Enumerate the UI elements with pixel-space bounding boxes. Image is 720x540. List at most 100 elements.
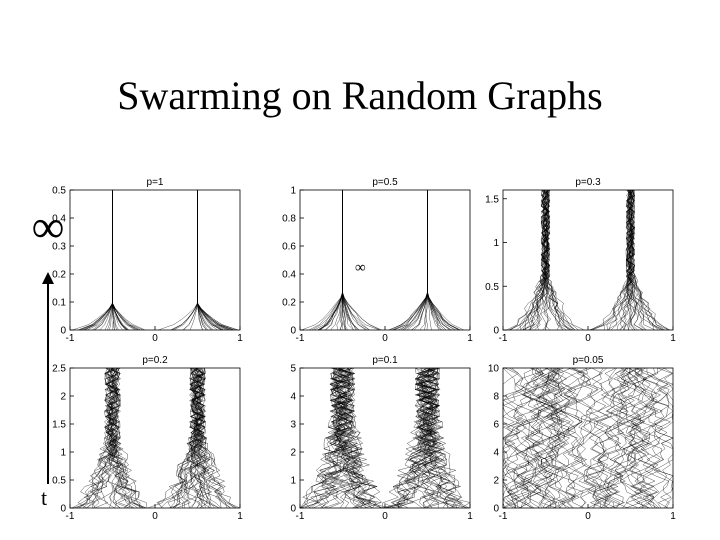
trajectory-group <box>506 189 671 331</box>
trajectory-line <box>415 367 448 509</box>
trajectory-line <box>197 190 237 331</box>
axes-frame <box>69 367 241 509</box>
trajectory-line <box>595 367 639 509</box>
trajectory-line <box>331 367 372 509</box>
trajectory-group <box>71 367 241 509</box>
trajectory-line <box>510 189 549 331</box>
axes-frame <box>502 189 674 331</box>
trajectory-line <box>71 367 120 509</box>
trajectory-line <box>156 367 206 509</box>
trajectory-line <box>333 367 365 509</box>
trajectory-line <box>299 367 355 509</box>
trajectory-line <box>416 367 459 509</box>
panel-title: p=0.1 <box>372 355 398 366</box>
trajectory-line <box>189 367 231 509</box>
trajectory-line <box>567 367 625 509</box>
y-tick-label: 3 <box>290 420 296 431</box>
trajectory-line <box>318 190 343 331</box>
panel-p0-05: p=0.05 -1 0 1 0 2 4 6 8 10 <box>488 355 676 522</box>
trajectory-line <box>611 367 655 509</box>
trajectory-line <box>531 367 580 509</box>
trajectory-line <box>416 367 445 509</box>
trajectory-line <box>190 367 241 509</box>
trajectory-line <box>625 189 636 331</box>
trajectory-line <box>402 190 428 331</box>
trajectory-line <box>605 367 658 509</box>
trajectory-line <box>197 190 231 331</box>
y-tick-label: 1 <box>290 476 296 487</box>
trajectory-line <box>331 367 368 509</box>
trajectory-line <box>194 367 227 509</box>
trajectory-line <box>112 190 139 331</box>
y-tick-label: 4 <box>493 448 499 459</box>
trajectory-line <box>527 367 604 509</box>
trajectory-line <box>592 367 658 509</box>
trajectory-line <box>77 190 113 331</box>
trajectory-line <box>538 367 593 509</box>
y-tick-label: 0.2 <box>52 270 66 281</box>
y-tick-label: 0.6 <box>282 242 296 253</box>
y-tick-label: 0 <box>290 326 296 337</box>
y-tick-label: 5 <box>290 364 296 375</box>
x-tick-label: 1 <box>467 511 473 522</box>
time-axis-label: t <box>41 485 48 510</box>
y-tick-label: 0 <box>493 326 499 337</box>
trajectory-line <box>333 367 391 509</box>
trajectory-line <box>523 367 574 509</box>
trajectory-line <box>604 367 636 509</box>
trajectory-line <box>541 189 552 331</box>
panel-p0-3: p=0.3 -1 0 1 0 0.5 1 1.5 <box>485 177 676 344</box>
trajectory-group <box>301 190 465 331</box>
trajectory-plot: -1 0 100.10.20.30.40.5 <box>52 186 243 345</box>
trajectory-line <box>502 367 552 509</box>
trajectory-plot: -1 0 100.20.40.60.81 <box>282 186 473 345</box>
trajectory-line <box>337 367 367 509</box>
trajectory-line <box>89 367 120 509</box>
trajectory-plot: -1 0 100.511.522.5 <box>52 364 243 523</box>
trajectory-plot: -1 0 100.511.5 <box>485 189 676 344</box>
trajectory-line <box>186 367 205 509</box>
trajectory-line <box>636 367 670 509</box>
trajectory-line <box>600 367 650 509</box>
x-tick-label: -1 <box>499 333 508 344</box>
trajectory-line <box>112 190 140 331</box>
y-tick-label: 6 <box>493 420 499 431</box>
trajectory-line <box>318 190 343 331</box>
trajectory-line <box>585 367 655 509</box>
trajectory-group <box>299 367 471 509</box>
trajectory-line <box>403 367 440 509</box>
trajectory-line <box>197 190 235 331</box>
y-tick-label: 8 <box>493 392 499 403</box>
panel-title: p=0.5 <box>372 177 398 188</box>
y-tick-label: 1.5 <box>52 420 66 431</box>
x-tick-label: 1 <box>467 333 473 344</box>
trajectory-line <box>173 190 198 331</box>
trajectory-line <box>112 190 127 331</box>
trajectory-line <box>104 367 144 509</box>
panel-p0-2: p=0.2 -1 0 1 0 0.5 1 1.5 2 2.5 <box>52 355 243 523</box>
trajectory-line <box>160 367 206 509</box>
trajectory-line <box>112 190 141 331</box>
trajectory-line <box>625 189 636 331</box>
y-tick-label: 2 <box>290 448 296 459</box>
trajectory-line <box>608 189 636 331</box>
trajectory-line <box>197 190 230 331</box>
trajectory-line <box>388 190 428 331</box>
trajectory-line <box>625 367 659 509</box>
panel-title: p=0.05 <box>572 355 604 366</box>
x-tick-label: -1 <box>499 511 508 522</box>
panel-annotation: ∞ <box>355 260 366 276</box>
trajectory-line <box>535 367 576 509</box>
y-tick-label: 0.4 <box>282 270 296 281</box>
y-tick-label: 2 <box>493 476 499 487</box>
trajectory-line <box>517 367 551 509</box>
y-tick-label: 1.5 <box>485 194 499 205</box>
y-tick-label: 1 <box>493 238 499 249</box>
y-tick-label: 0.4 <box>52 214 66 225</box>
trajectory-line <box>502 367 564 509</box>
slide-title: Swarming on Random Graphs <box>117 73 603 118</box>
trajectory-line <box>197 190 232 331</box>
y-tick-label: 0 <box>60 504 66 515</box>
y-tick-label: 0.8 <box>282 214 296 225</box>
